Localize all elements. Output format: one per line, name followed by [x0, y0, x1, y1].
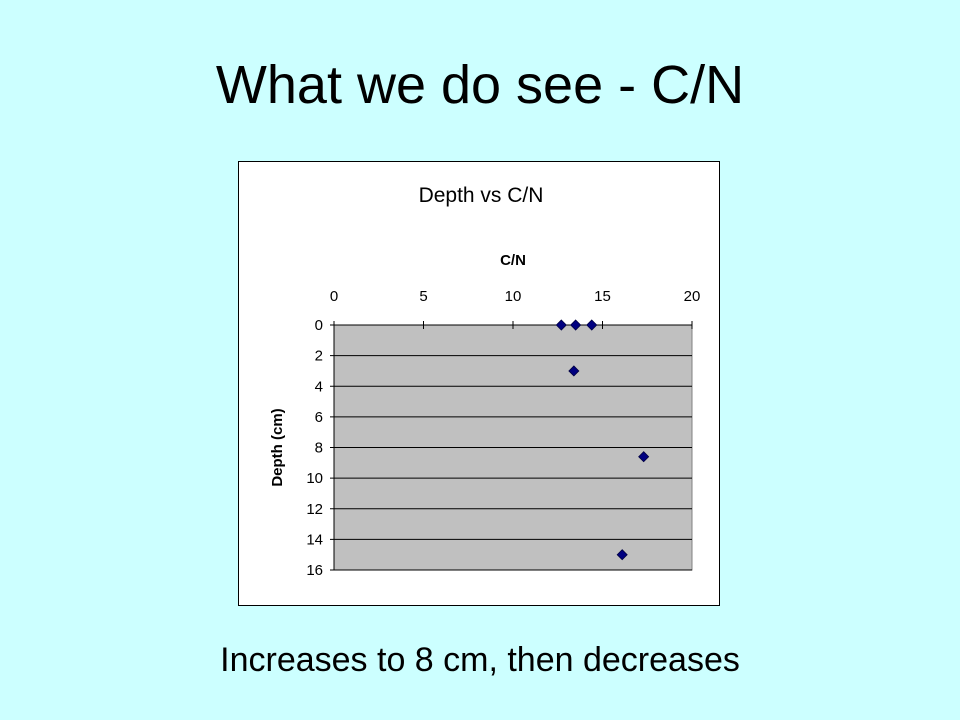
slide-caption: Increases to 8 cm, then decreases — [220, 641, 740, 679]
y-tick-label: 8 — [315, 440, 323, 457]
slide-title: What we do see - C/N — [215, 55, 745, 115]
x-tick-label: 20 — [684, 288, 701, 305]
data-point — [638, 451, 650, 463]
y-tick-label: 12 — [306, 501, 323, 518]
x-tick-label: 0 — [330, 288, 338, 305]
data-point — [586, 319, 598, 331]
y-tick-label: 10 — [306, 470, 323, 487]
x-tick-label: 10 — [505, 288, 522, 305]
chart-title: Depth vs C/N — [419, 184, 544, 207]
x-tick-label: 15 — [594, 288, 611, 305]
y-tick-label: 2 — [315, 348, 323, 365]
data-point — [555, 319, 567, 331]
x-tick-label: 5 — [419, 288, 427, 305]
axes — [330, 321, 693, 571]
y-tick-label: 6 — [315, 409, 323, 426]
chart-container: Depth vs C/N C/N Depth (cm) 0 5 10 15 20 0 2 4 6… — [238, 161, 720, 606]
data-point — [570, 319, 582, 331]
scatter-chart: Depth vs C/N C/N Depth (cm) 0 5 10 15 20 0 2 4 6… — [269, 184, 700, 579]
tick-labels: 0 5 10 15 20 0 2 4 6 8 10 12 14 16 — [306, 288, 700, 579]
data-point — [568, 365, 580, 377]
y-tick-label: 14 — [306, 531, 323, 548]
x-axis-label: C/N — [500, 252, 526, 269]
y-tick-label: 4 — [315, 378, 323, 395]
data-points — [555, 319, 650, 561]
y-tick-label: 16 — [306, 562, 323, 579]
y-tick-label: 0 — [315, 317, 323, 334]
y-axis-label: Depth (cm) — [269, 408, 286, 486]
data-point — [616, 549, 628, 561]
